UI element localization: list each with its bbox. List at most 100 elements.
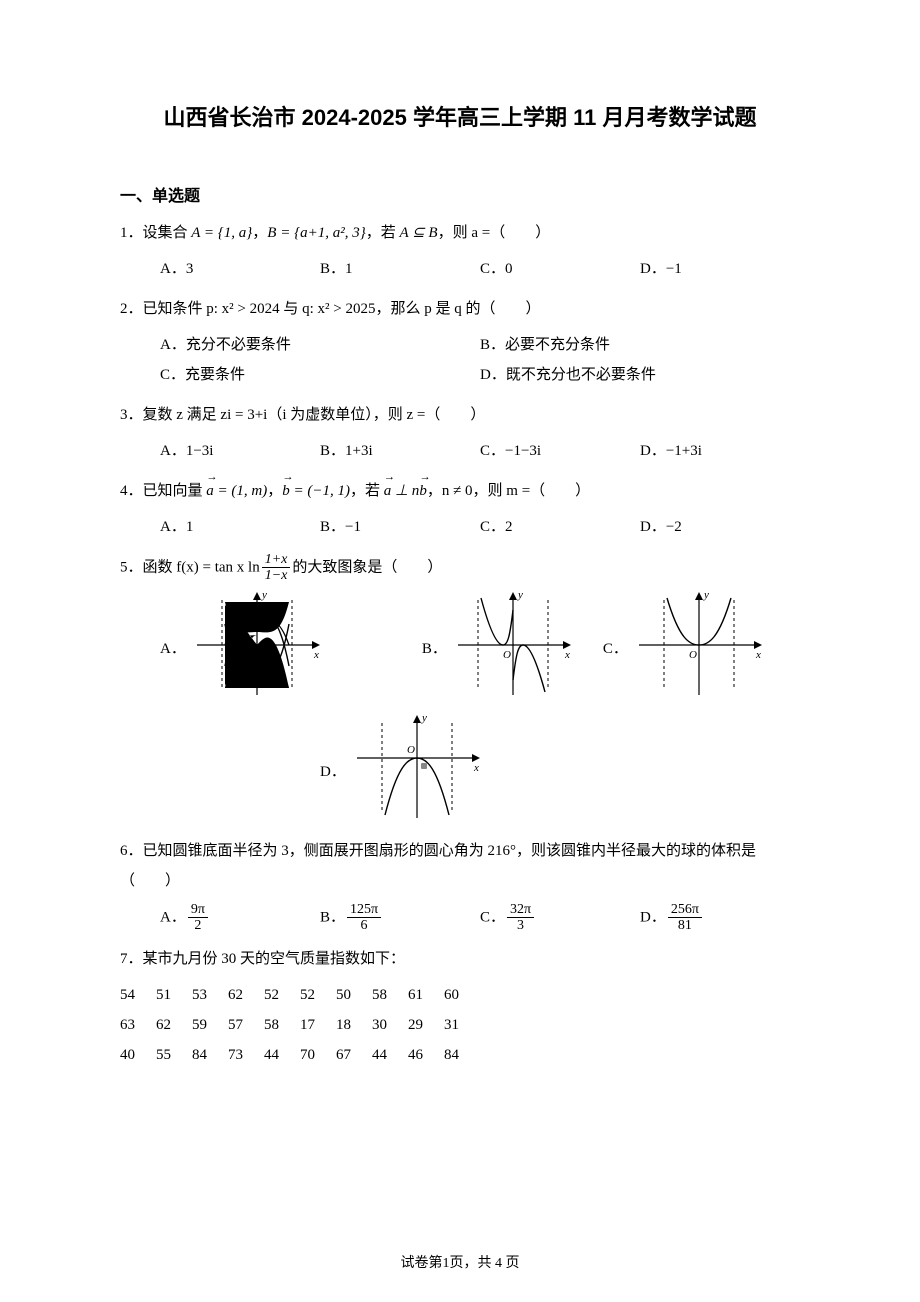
q5-graph-a: y x O — [192, 590, 322, 705]
q7-cell: 58 — [264, 1010, 300, 1040]
q7-cell: 17 — [300, 1010, 336, 1040]
q5-post: 的大致图象是（ ） — [292, 559, 442, 575]
svg-text:y: y — [261, 590, 267, 601]
q1-options: A．3 B．1 C．0 D．−1 — [120, 254, 800, 284]
q5-frac: 1+x1−x — [262, 552, 291, 584]
q7-cell: 18 — [336, 1010, 372, 1040]
q7-cell: 62 — [228, 980, 264, 1010]
q6-b-pre: B． — [320, 909, 345, 925]
q5-label-a: A． — [160, 637, 186, 658]
q7-cell: 53 — [192, 980, 228, 1010]
q5-graph-c: y x O — [634, 590, 764, 705]
q7-cell: 50 — [336, 980, 372, 1010]
watermark-dot — [421, 763, 427, 769]
q7-cell: 67 — [336, 1040, 372, 1070]
q7-cell: 54 — [120, 980, 156, 1010]
q5-label-d: D． — [320, 760, 346, 781]
q7-cell: 52 — [300, 980, 336, 1010]
page-title: 山西省长治市 2024-2025 学年高三上学期 11 月月考数学试题 — [120, 100, 800, 132]
q5-graphs-row2: D． y x O — [120, 713, 800, 828]
q1-opt-b: B．1 — [320, 254, 480, 284]
q1-stem: 1．设集合 A = {1, a}，B = {a+1, a², 3}，若 A ⊆ … — [120, 218, 800, 248]
q7-cell: 29 — [408, 1010, 444, 1040]
q4-vec-a2: a — [384, 476, 392, 506]
q4-vec-a: a — [206, 476, 214, 506]
q6-b-n: 125π — [347, 902, 381, 918]
q3-opt-c: C．−1−3i — [480, 436, 640, 466]
q4-mid1: ， — [267, 483, 282, 499]
q4-opt-d: D．−2 — [640, 512, 800, 542]
svg-text:x: x — [564, 649, 570, 661]
q6-d-pre: D． — [640, 909, 666, 925]
q3-options: A．1−3i B．1+3i C．−1−3i D．−1+3i — [120, 436, 800, 466]
q7-cell: 52 — [264, 980, 300, 1010]
q6-b-d: 6 — [347, 918, 381, 933]
q7-cell: 62 — [156, 1010, 192, 1040]
q4-perp: ⊥ n — [391, 483, 419, 499]
q1-opt-a: A．3 — [160, 254, 320, 284]
svg-text:y: y — [421, 713, 427, 724]
q2-opt-b: B．必要不充分条件 — [480, 330, 800, 360]
q6-a-pre: A． — [160, 909, 186, 925]
q6-d-n: 256π — [668, 902, 702, 918]
q1-tail: ，则 a =（ ） — [438, 225, 551, 241]
q6-d-d: 81 — [668, 918, 702, 933]
q5-frac-n: 1+x — [262, 552, 291, 568]
q7-stem: 7．某市九月份 30 天的空气质量指数如下： — [120, 944, 800, 974]
q4-opt-a: A．1 — [160, 512, 320, 542]
q7-cell: 30 — [372, 1010, 408, 1040]
q7-cell: 61 — [408, 980, 444, 1010]
q4-opt-c: C．2 — [480, 512, 640, 542]
q2-stem: 2．已知条件 p: x² > 2024 与 q: x² > 2025，那么 p … — [120, 294, 800, 324]
q4-mid2: ，若 — [350, 483, 384, 499]
q7-row-1: 63625957581718302931 — [120, 1010, 800, 1040]
q7-cell: 59 — [192, 1010, 228, 1040]
q5-graph-b: y x O — [453, 590, 573, 705]
q7-cell: 84 — [444, 1040, 480, 1070]
q1-opt-c: C．0 — [480, 254, 640, 284]
q6-opt-b: B．125π6 — [320, 902, 480, 934]
q7-cell: 46 — [408, 1040, 444, 1070]
q7-cell: 70 — [300, 1040, 336, 1070]
q1-opt-d: D．−1 — [640, 254, 800, 284]
q7-cell: 57 — [228, 1010, 264, 1040]
q7-cell: 44 — [264, 1040, 300, 1070]
q6-stem: 6．已知圆锥底面半径为 3，侧面展开图扇形的圆心角为 216°，则该圆锥内半径最… — [120, 836, 800, 896]
q5-graph-d: y x O — [352, 713, 482, 828]
q5-pre: 5．函数 f(x) = tan x ln — [120, 559, 260, 575]
q5-label-b: B． — [422, 637, 447, 658]
q5-stem: 5．函数 f(x) = tan x ln1+x1−x的大致图象是（ ） — [120, 552, 800, 584]
q6-a-n: 9π — [188, 902, 208, 918]
q4-stem: 4．已知向量 a = (1, m)，b = (−1, 1)，若 a ⊥ nb，n… — [120, 476, 800, 506]
q5-frac-d: 1−x — [262, 568, 291, 583]
q2-opt-a: A．充分不必要条件 — [160, 330, 480, 360]
q7-cell: 55 — [156, 1040, 192, 1070]
q7-cell: 40 — [120, 1040, 156, 1070]
q4-opt-b: B．−1 — [320, 512, 480, 542]
q6-options: A．9π2 B．125π6 C．32π3 D．256π81 — [120, 902, 800, 934]
q4-options: A．1 B．−1 C．2 D．−2 — [120, 512, 800, 542]
q5-graphs-row1: A． y x O B． — [120, 590, 800, 705]
q6-a-d: 2 — [188, 918, 208, 933]
q5-label-c: C． — [603, 637, 628, 658]
q7-row-0: 54515362525250586160 — [120, 980, 800, 1010]
q1-mid1: ， — [252, 225, 267, 241]
q7-cell: 44 — [372, 1040, 408, 1070]
q2-opt-d: D．既不充分也不必要条件 — [480, 360, 800, 390]
q7-cell: 73 — [228, 1040, 264, 1070]
q7-cell: 60 — [444, 980, 480, 1010]
q3-opt-a: A．1−3i — [160, 436, 320, 466]
q3-opt-b: B．1+3i — [320, 436, 480, 466]
q6-c-pre: C． — [480, 909, 505, 925]
q7-data: 54515362525250586160 6362595758171830293… — [120, 980, 800, 1070]
q6-opt-c: C．32π3 — [480, 902, 640, 934]
q6-c-d: 3 — [507, 918, 534, 933]
q7-cell: 84 — [192, 1040, 228, 1070]
svg-text:O: O — [689, 649, 697, 661]
q7-cell: 63 — [120, 1010, 156, 1040]
svg-text:O: O — [407, 744, 415, 756]
q7-cell: 58 — [372, 980, 408, 1010]
svg-text:x: x — [313, 649, 319, 661]
q4-vec-b: b — [282, 476, 290, 506]
q3-opt-d: D．−1+3i — [640, 436, 800, 466]
